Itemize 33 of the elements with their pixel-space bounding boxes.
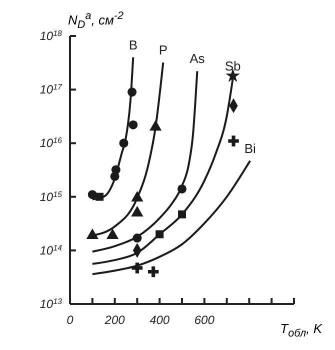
series-label: As bbox=[190, 51, 206, 66]
y-tick-label: 10$^{16}$ bbox=[40, 136, 63, 150]
point bbox=[119, 138, 128, 148]
y-tick-label: 10$^{17}$ bbox=[40, 82, 63, 97]
series-label: P bbox=[158, 42, 168, 58]
line-series bbox=[91, 160, 252, 276]
point bbox=[178, 210, 186, 218]
y-tick-label: 10$^{15}$ bbox=[40, 189, 63, 204]
point bbox=[96, 192, 104, 201]
point bbox=[156, 230, 164, 238]
x-axis-title: T$_{обл}$, K bbox=[280, 321, 322, 340]
point bbox=[148, 266, 159, 278]
x-tick-label: 600 bbox=[194, 313, 215, 327]
point bbox=[149, 120, 162, 131]
point bbox=[111, 165, 120, 174]
point bbox=[132, 262, 143, 274]
point bbox=[88, 190, 97, 200]
x-tick-label: 0 bbox=[66, 313, 74, 327]
y-tick-label: 10$^{13}$ bbox=[40, 296, 63, 311]
series-label: Bi bbox=[244, 140, 256, 156]
point bbox=[132, 234, 142, 243]
y-tick-label: 10$^{14}$ bbox=[40, 242, 63, 258]
series-label: B bbox=[128, 37, 138, 52]
x-tick-label: 400 bbox=[150, 313, 170, 327]
point bbox=[228, 136, 239, 146]
series-label: Sb bbox=[224, 58, 241, 74]
y-tick-label: 10$^{18}$ bbox=[40, 28, 63, 43]
y-axis-title: N$_{D}$$^{a}$, см$^{-2}$ bbox=[68, 10, 124, 31]
point bbox=[128, 88, 137, 97]
x-tick-label: 200 bbox=[104, 313, 126, 327]
point bbox=[177, 184, 187, 194]
point bbox=[128, 120, 138, 130]
line-series bbox=[91, 70, 198, 253]
